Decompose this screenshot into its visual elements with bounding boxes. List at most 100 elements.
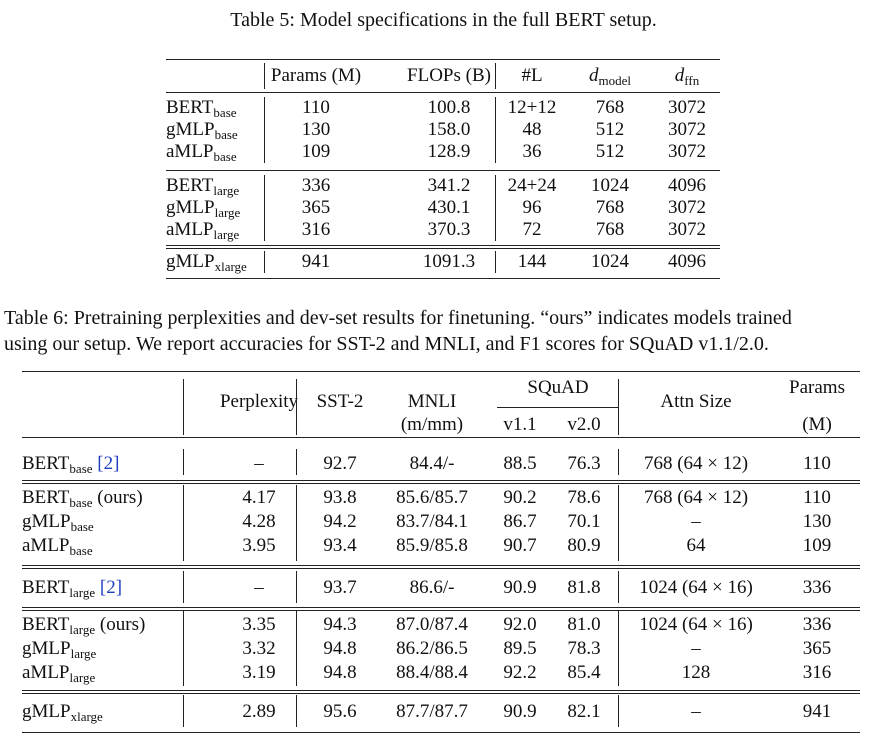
params-value: 365 bbox=[802, 638, 832, 659]
model-name: gMLPbase bbox=[22, 511, 94, 533]
model-name: BERTlarge [2] bbox=[22, 577, 122, 599]
squad-v20-value: 82.1 bbox=[567, 701, 601, 722]
params-value: 109 bbox=[802, 535, 832, 556]
column-separator bbox=[495, 63, 496, 89]
table5-top-rule bbox=[166, 59, 720, 60]
column-separator bbox=[183, 485, 184, 561]
table6-double-rule bbox=[22, 607, 860, 611]
attn-size-value: 768 (64 × 12) bbox=[643, 453, 749, 474]
model-base-name: aMLP bbox=[22, 662, 70, 683]
model-base-name: BERT bbox=[22, 614, 70, 635]
dffn-value: 3072 bbox=[668, 219, 706, 240]
column-separator bbox=[183, 379, 184, 435]
flops-value: 100.8 bbox=[427, 97, 471, 118]
model-base-name: aMLP bbox=[22, 535, 70, 556]
table6-header-attn: Attn Size bbox=[660, 391, 732, 412]
table6-caption-line1: Table 6: Pretraining perplexities and de… bbox=[4, 307, 792, 329]
model-base-name: aMLP bbox=[166, 219, 214, 240]
mnli-value: 84.4/- bbox=[409, 453, 455, 474]
table6-header-sst2: SST-2 bbox=[316, 391, 364, 412]
table6-header-params: Params bbox=[789, 377, 845, 398]
model-size-subscript: xlarge bbox=[70, 709, 103, 724]
model-name: gMLPbase bbox=[166, 119, 238, 141]
citation-link[interactable]: [2] bbox=[97, 453, 120, 474]
model-base-name: gMLP bbox=[22, 511, 71, 532]
model-base-name: gMLP bbox=[166, 119, 215, 140]
squad-v11-value: 86.7 bbox=[503, 511, 537, 532]
dmodel-value: 1024 bbox=[591, 175, 629, 196]
sst2-value: 93.7 bbox=[323, 577, 357, 598]
model-base-name: gMLP bbox=[166, 197, 215, 218]
perplexity-value: 3.35 bbox=[242, 614, 276, 635]
dffn-value: 3072 bbox=[668, 97, 706, 118]
model-base-name: BERT bbox=[22, 577, 70, 598]
params-value: 365 bbox=[301, 197, 331, 218]
flops-value: 1091.3 bbox=[422, 251, 476, 272]
column-separator bbox=[618, 571, 619, 603]
model-size-subscript: base bbox=[69, 543, 93, 558]
model-size-subscript: large bbox=[70, 646, 97, 661]
perplexity-value: – bbox=[254, 577, 264, 598]
squad-v11-value: 90.7 bbox=[503, 535, 537, 556]
squad-v20-value: 85.4 bbox=[567, 662, 601, 683]
table5-caption: Table 5: Model specifications in the ful… bbox=[230, 9, 657, 31]
squad-v20-value: 76.3 bbox=[567, 453, 601, 474]
params-value: 316 bbox=[802, 662, 832, 683]
citation-link[interactable]: [2] bbox=[99, 577, 123, 598]
params-value: 336 bbox=[802, 577, 832, 598]
squad-v11-value: 92.0 bbox=[503, 614, 537, 635]
table6-caption: Table 6: Pretraining perplexities and de… bbox=[4, 305, 792, 357]
model-name: gMLPlarge bbox=[166, 197, 240, 219]
column-separator bbox=[183, 695, 184, 727]
model-size-subscript: large bbox=[213, 183, 240, 198]
sst2-value: 95.6 bbox=[323, 701, 357, 722]
perplexity-value: 3.95 bbox=[242, 535, 276, 556]
model-size-subscript: xlarge bbox=[214, 259, 247, 274]
table6-header-squad-v11: v1.1 bbox=[503, 414, 537, 435]
attn-size-value: 1024 (64 × 16) bbox=[639, 577, 753, 598]
column-separator bbox=[296, 611, 297, 686]
model-name: aMLPbase bbox=[22, 535, 93, 557]
squad-v20-value: 81.8 bbox=[567, 577, 601, 598]
column-separator bbox=[296, 379, 297, 435]
mnli-value: 86.2/86.5 bbox=[396, 638, 468, 659]
table6-double-rule bbox=[22, 480, 860, 484]
column-separator bbox=[495, 175, 496, 241]
squad-v20-value: 78.3 bbox=[567, 638, 601, 659]
attn-size-value: 768 (64 × 12) bbox=[643, 487, 749, 508]
model-size-subscript: large bbox=[214, 205, 241, 220]
attn-size-value: 64 bbox=[686, 535, 706, 556]
mnli-value: 87.0/87.4 bbox=[396, 614, 468, 635]
squad-v11-value: 90.2 bbox=[503, 487, 537, 508]
table6-caption-line2: using our setup. We report accuracies fo… bbox=[4, 333, 769, 355]
sst2-value: 93.8 bbox=[323, 487, 357, 508]
model-name: gMLPxlarge bbox=[166, 251, 247, 273]
column-separator bbox=[296, 485, 297, 561]
squad-v11-value: 90.9 bbox=[503, 701, 537, 722]
dmodel-value: 512 bbox=[595, 141, 625, 162]
attn-size-value: – bbox=[691, 638, 701, 659]
column-separator bbox=[264, 251, 265, 273]
dffn-value: 3072 bbox=[668, 141, 706, 162]
column-separator bbox=[495, 251, 496, 273]
column-separator bbox=[296, 571, 297, 603]
table6-bottom-rule bbox=[22, 732, 860, 733]
column-separator bbox=[296, 449, 297, 475]
squad-v11-value: 89.5 bbox=[503, 638, 537, 659]
flops-value: 128.9 bbox=[427, 141, 471, 162]
model-size-subscript: base bbox=[213, 105, 237, 120]
layers-value: 96 bbox=[522, 197, 542, 218]
model-name: BERTbase (ours) bbox=[22, 487, 143, 509]
perplexity-value: 3.19 bbox=[242, 662, 276, 683]
model-name: BERTbase bbox=[166, 97, 237, 119]
model-name: BERTbase [2] bbox=[22, 453, 119, 475]
table6-double-rule bbox=[22, 565, 860, 569]
table6-header-rule bbox=[22, 437, 860, 438]
flops-value: 158.0 bbox=[427, 119, 471, 140]
sst2-value: 93.4 bbox=[323, 535, 357, 556]
dmodel-value: 768 bbox=[595, 97, 625, 118]
dffn-value: 4096 bbox=[668, 175, 706, 196]
params-value: 316 bbox=[301, 219, 331, 240]
table6-top-rule bbox=[22, 371, 860, 372]
table6: Perplexity SST-2 MNLI (m/mm) SQuAD v1.1 … bbox=[22, 371, 860, 733]
